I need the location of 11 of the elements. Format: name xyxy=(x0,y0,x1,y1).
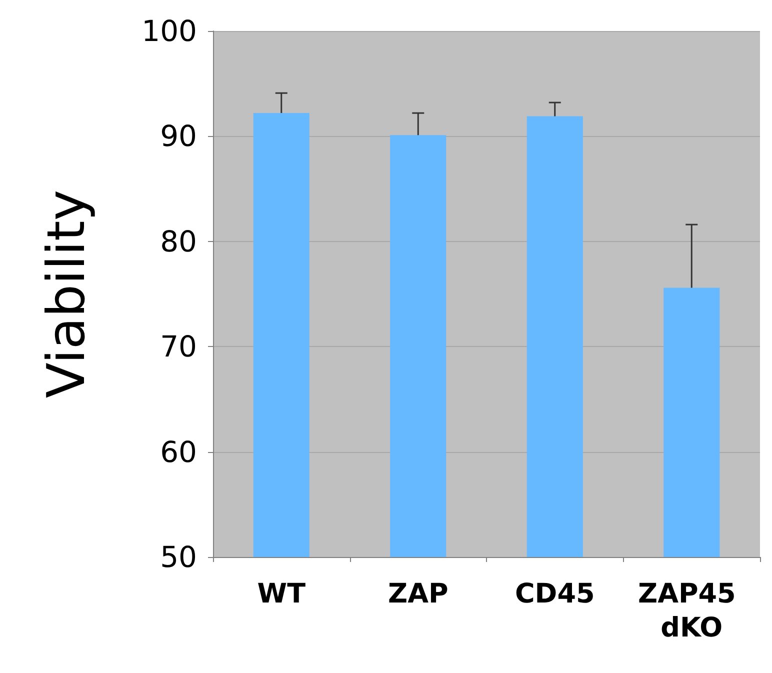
x-tick-label: ZAP45 dKO xyxy=(638,578,746,644)
y-axis-title: Viability xyxy=(37,190,97,398)
y-tick-label: 70 xyxy=(160,330,197,364)
y-tick-label: 90 xyxy=(160,119,197,154)
y-tick-label: 60 xyxy=(160,434,197,469)
x-tick-label: CD45 xyxy=(514,578,595,610)
y-tick-label: 50 xyxy=(160,540,197,574)
y-tick-label: 100 xyxy=(142,14,197,48)
x-tick-label: ZAP xyxy=(388,578,448,610)
y-tick-label: 80 xyxy=(160,224,197,258)
x-tick-label: WT xyxy=(257,578,306,610)
